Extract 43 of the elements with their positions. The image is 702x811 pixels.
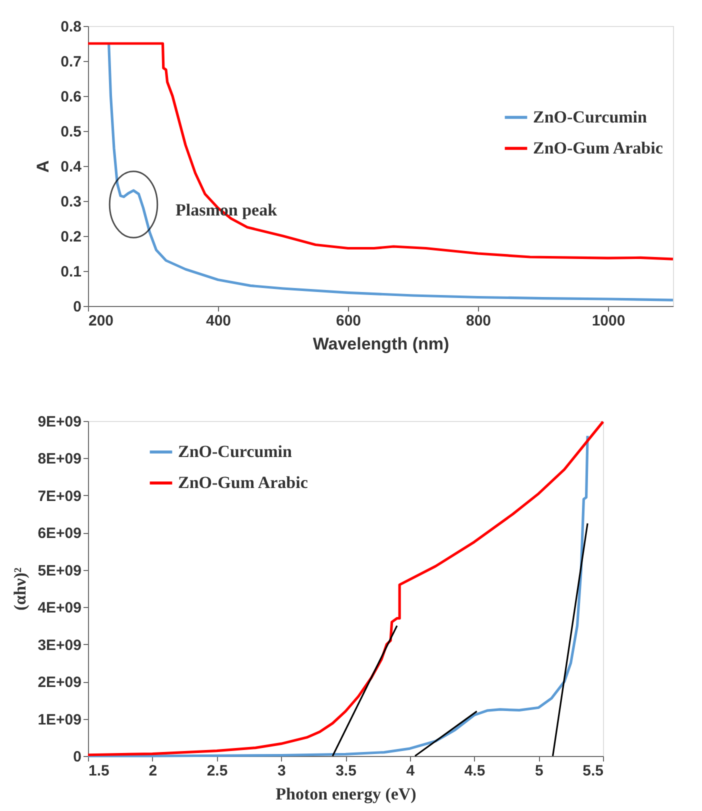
legend-label: ZnO-Curcumin [178,442,293,461]
y-tick-label: 9E+09 [38,414,82,430]
y-tick-label: 3E+09 [38,636,82,654]
line-series [108,42,674,302]
x-tick-label: 3.5 [336,762,356,780]
y-tick-label: 0.5 [60,124,82,140]
y-tick-label: 0 [73,748,82,766]
y-tick-label: 0.4 [60,158,82,176]
y-tick-label: 8E+09 [38,450,82,468]
x-tick-label: 2.5 [206,762,228,780]
y-tick-label: 0.2 [60,228,82,246]
x-tick-label: 4.5 [464,762,486,780]
y-tick-label: 0.1 [60,264,82,280]
y-tick-label: 0 [73,298,82,316]
y-axis-title: A [34,160,53,173]
x-axis-title: Wavelength (nm) [312,334,450,354]
x-tick-label: 5 [534,762,544,780]
y-tick-label: 7E+09 [38,488,82,505]
x-tick-label: 600 [336,312,362,330]
y-tick-label: 0.7 [60,54,82,70]
x-tick-label: 4 [406,762,416,780]
legend-label: ZnO-Gum Arabic [178,473,308,492]
y-tick-label: 0.8 [60,18,82,36]
y-tick-label: 4E+09 [38,600,82,617]
line-series [86,42,674,260]
x-tick-label: 200 [88,312,114,330]
x-tick-label: 1000 [592,312,626,330]
y-tick-label: 1E+09 [38,711,82,728]
y-tick-label: 0.6 [60,88,82,106]
y-tick-label: 6E+09 [38,525,82,542]
legend-label: ZnO-Curcumin [533,107,648,126]
y-axis-title: (αhν)² [10,568,30,610]
x-tick-label: 3 [277,762,286,780]
x-tick-label: 1.5 [88,762,110,780]
legend-label: ZnO-Gum Arabic [533,138,664,158]
x-tick-label: 400 [206,312,232,330]
x-tick-label: 2 [148,762,158,780]
x-axis-title: Photon energy (eV) [276,784,416,804]
x-tick-label: 800 [466,312,492,330]
y-tick-label: 5E+09 [38,562,82,580]
y-tick-label: 2E+09 [38,674,82,692]
y-tick-label: 0.3 [60,194,82,210]
x-tick-label: 5.5 [582,762,604,780]
